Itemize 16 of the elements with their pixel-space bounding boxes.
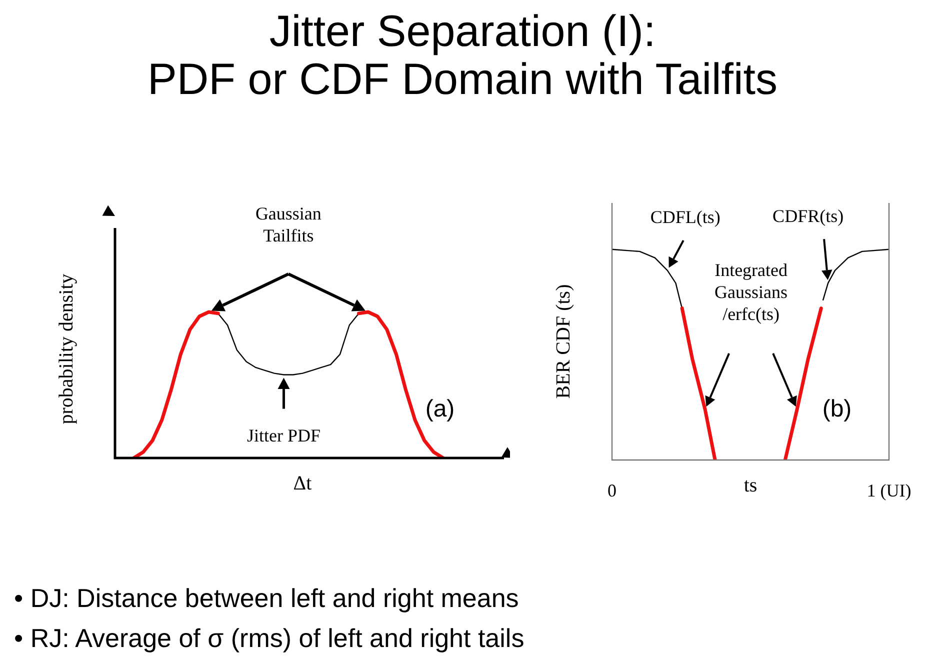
y-axis-title: probability density xyxy=(55,274,78,424)
chart-title: Jitter Separation (I): PDF or CDF Domain with Tailfits xyxy=(146,7,778,104)
y-axis-title: BER CDF (ts) xyxy=(552,284,574,399)
annotation: Jitter PDF xyxy=(246,426,321,446)
x-tick-label: 1 (UI) xyxy=(866,480,912,501)
annotation: Integrated Gaussians /erfc(ts) xyxy=(714,260,788,324)
text: CDFR(ts) xyxy=(772,206,844,226)
text: • DJ: Distance between left and right means xyxy=(14,582,520,615)
x-axis-title: ts xyxy=(744,474,758,496)
annotation: (a) xyxy=(425,396,455,423)
x-tick-label: 0 xyxy=(608,480,616,501)
text: Gaussian Tailfits xyxy=(255,204,322,246)
annotation: (b) xyxy=(822,396,852,423)
text: • RJ: Average of σ (rms) of left and right tails xyxy=(14,622,524,655)
x-axis-title: Δt xyxy=(293,472,312,494)
text: CDFL(ts) xyxy=(650,207,720,228)
